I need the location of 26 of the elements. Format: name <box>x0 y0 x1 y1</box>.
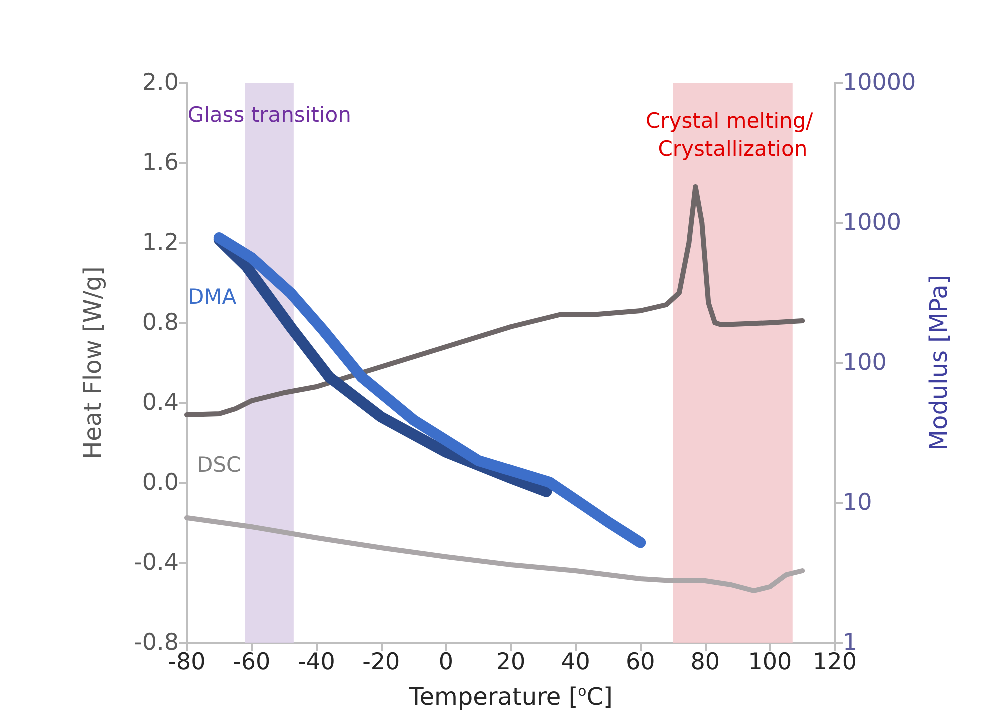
y-tick-label: 0.4 <box>142 390 179 416</box>
x-tick-label: 20 <box>496 650 526 676</box>
y2-tick-label: 100 <box>843 350 887 376</box>
y-tick-label: 1.6 <box>142 150 179 176</box>
y2-axis-title: Modulus [MPa] <box>925 275 954 451</box>
x-tick-label: -40 <box>298 650 336 676</box>
y-tick-label: 0.8 <box>142 310 179 336</box>
band-label: Glass transition <box>188 103 352 127</box>
x-tick-label: -60 <box>233 650 271 676</box>
y2-tick-label: 10 <box>843 490 872 516</box>
y-tick-label: 1.2 <box>142 230 179 256</box>
x-tick-label: 60 <box>626 650 656 676</box>
x-tick-label: 0 <box>438 650 454 676</box>
annotation: DSC <box>197 453 242 477</box>
y2-tick-label: 1000 <box>843 210 902 236</box>
annotation: DMA <box>188 285 238 309</box>
band-label: Crystal melting/ Crystallization <box>646 109 820 161</box>
x-tick-label: 80 <box>690 650 720 676</box>
y-tick-label: -0.4 <box>134 550 179 576</box>
x-tick-label: 40 <box>561 650 590 676</box>
y-tick-label: 2.0 <box>142 70 179 96</box>
y2-tick-label: 10000 <box>843 70 916 96</box>
x-tick-label: -20 <box>362 650 400 676</box>
x-tick-label: 100 <box>748 650 792 676</box>
y-tick-label: 0.0 <box>142 470 179 496</box>
y-axis-title: Heat Flow [W/g] <box>79 266 107 460</box>
